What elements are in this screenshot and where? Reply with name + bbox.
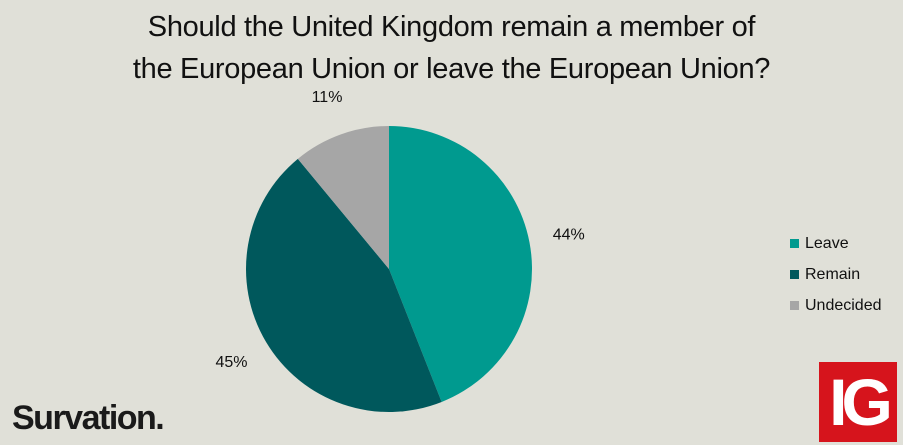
pie-slice-remain [245,158,442,412]
data-label-leave: 44% [553,227,585,244]
legend-swatch-leave [790,239,799,248]
legend-swatch-undecided [790,301,799,310]
data-label-undecided: 11% [312,89,343,106]
legend-item-undecided: Undecided [790,290,882,321]
ig-logo-text: IG [829,365,893,439]
legend: Leave Remain Undecided [790,228,882,321]
legend-item-leave: Leave [790,228,882,259]
survation-logo: Survation. [12,399,165,437]
legend-item-remain: Remain [790,259,882,290]
pie-slice-undecided [297,126,389,269]
chart-title-line-1: Should the United Kingdom remain a membe… [147,11,756,43]
legend-label-undecided: Undecided [805,296,882,314]
data-label-remain: 45% [215,354,247,371]
chart-title: Should the United Kingdom remain a membe… [0,6,903,90]
chart-title-line-2: the European Union or leave the European… [132,53,771,85]
legend-swatch-remain [790,270,799,279]
ig-logo: IG [819,362,897,442]
pie-slice-leave [389,126,532,402]
legend-label-leave: Leave [805,234,849,252]
legend-label-remain: Remain [805,265,861,283]
